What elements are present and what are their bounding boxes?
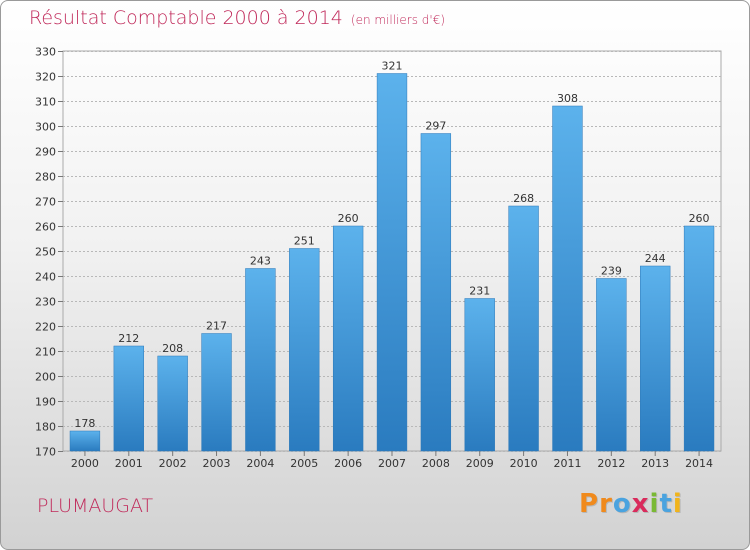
bar-value-label: 321 <box>382 60 403 73</box>
y-tick-label: 200 <box>35 371 56 384</box>
logo-letter: t <box>659 489 673 519</box>
x-tick-label: 2008 <box>422 457 450 470</box>
bar <box>376 73 408 452</box>
logo-letter: r <box>599 489 613 519</box>
x-tick-label: 2014 <box>685 457 713 470</box>
x-tick-label: 2001 <box>115 457 143 470</box>
place-name: PLUMAUGAT <box>37 495 154 517</box>
bar-value-label: 297 <box>425 120 446 133</box>
logo-letter: i <box>672 489 683 519</box>
bar-value-label: 268 <box>513 192 534 205</box>
bar-value-label: 243 <box>250 255 271 268</box>
y-tick-label: 260 <box>35 221 56 234</box>
y-tick-label: 220 <box>35 321 56 334</box>
bar-value-label: 244 <box>645 252 666 265</box>
y-tick-label: 320 <box>35 71 56 84</box>
y-tick-label: 300 <box>35 121 56 134</box>
logo-letter: P <box>579 489 600 519</box>
bar-value-label: 231 <box>469 285 490 298</box>
bar <box>508 205 539 452</box>
y-tick-label: 230 <box>35 296 56 309</box>
bar-value-label: 308 <box>557 92 578 105</box>
y-tick-label: 210 <box>35 346 56 359</box>
x-tick-label: 2009 <box>466 457 494 470</box>
logo-letter: x <box>631 489 650 519</box>
chart-subtitle: (en milliers d'€) <box>350 13 446 27</box>
bar <box>640 265 671 452</box>
bar-value-label: 178 <box>74 417 95 430</box>
chart-title-block: Résultat Comptable 2000 à 2014 (en millie… <box>29 7 445 29</box>
x-tick-label: 2011 <box>553 457 581 470</box>
bar-value-label: 208 <box>162 342 183 355</box>
y-tick-label: 250 <box>35 246 56 259</box>
y-tick-label: 170 <box>35 446 56 459</box>
bar <box>245 268 276 452</box>
x-tick-label: 2013 <box>641 457 669 470</box>
bar <box>332 225 364 452</box>
bar <box>113 345 144 452</box>
x-tick-label: 2012 <box>597 457 625 470</box>
bar <box>201 333 232 452</box>
y-tick-label: 310 <box>35 96 56 109</box>
y-tick-label: 280 <box>35 171 56 184</box>
chart-title: Résultat Comptable 2000 à 2014 <box>29 7 343 29</box>
x-tick-label: 2010 <box>510 457 538 470</box>
x-tick-label: 2000 <box>71 457 99 470</box>
proxiti-logo: Proxiti <box>579 489 683 519</box>
x-tick-label: 2007 <box>378 457 406 470</box>
y-tick-label: 180 <box>35 421 56 434</box>
bar-value-label: 260 <box>338 212 359 225</box>
x-tick-label: 2005 <box>290 457 318 470</box>
y-tick-label: 330 <box>35 46 56 59</box>
bar-value-label: 239 <box>601 265 622 278</box>
bar-value-label: 212 <box>118 332 139 345</box>
bar <box>420 133 452 452</box>
bar-value-label: 260 <box>689 212 710 225</box>
bar <box>69 430 101 452</box>
bar <box>596 278 627 452</box>
bar-value-label: 217 <box>206 320 227 333</box>
x-tick-label: 2002 <box>159 457 187 470</box>
bar <box>552 105 583 452</box>
bar <box>289 248 320 452</box>
y-tick-label: 290 <box>35 146 56 159</box>
y-tick-label: 190 <box>35 396 56 409</box>
y-tick-label: 270 <box>35 196 56 209</box>
y-tick-label: 240 <box>35 271 56 284</box>
bar <box>683 225 715 452</box>
x-tick-label: 2004 <box>246 457 274 470</box>
logo-letter: o <box>612 489 632 519</box>
bar <box>157 355 188 452</box>
bar <box>464 298 495 452</box>
x-tick-label: 2003 <box>203 457 231 470</box>
x-tick-label: 2006 <box>334 457 362 470</box>
bar-value-label: 251 <box>294 235 315 248</box>
logo-letter: i <box>649 489 660 519</box>
